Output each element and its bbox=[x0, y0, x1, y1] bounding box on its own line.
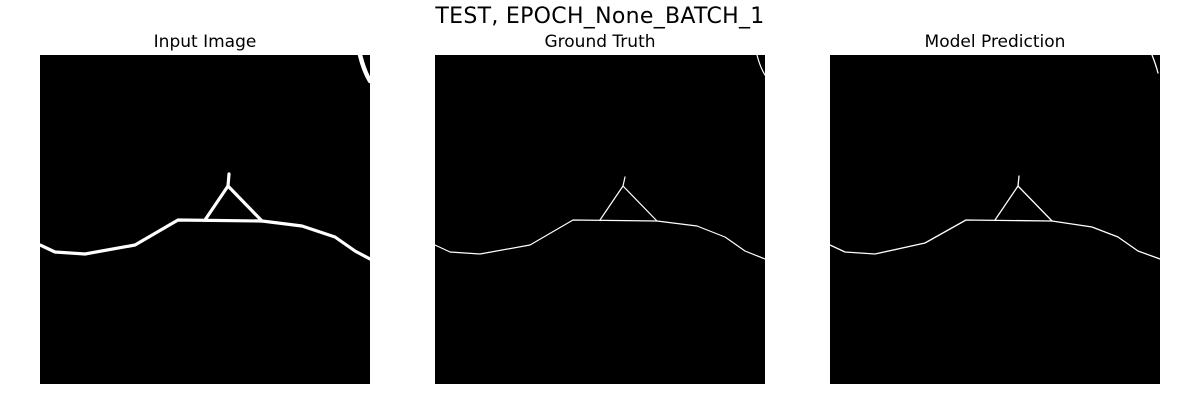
panel-title-ground-truth: Ground Truth bbox=[544, 32, 656, 52]
panel-title-model-prediction: Model Prediction bbox=[924, 32, 1066, 52]
edge-triangle-left bbox=[599, 185, 624, 221]
input-image bbox=[40, 55, 370, 384]
edge-triangle-right bbox=[1017, 185, 1053, 222]
edge-spur bbox=[622, 176, 626, 187]
edge-triangle-right bbox=[622, 185, 658, 222]
edge-corner-curve bbox=[756, 55, 765, 76]
edge-main-curve bbox=[830, 219, 1160, 260]
ground-truth-image bbox=[435, 55, 765, 384]
edge-main-curve bbox=[435, 219, 765, 260]
panel-model-prediction: Model Prediction bbox=[830, 29, 1160, 384]
edge-corner-curve bbox=[1151, 55, 1159, 74]
panel-title-input-image: Input Image bbox=[153, 32, 257, 52]
panel-ground-truth: Ground Truth bbox=[435, 29, 765, 384]
edge-triangle-right bbox=[226, 184, 264, 223]
edge-main-curve bbox=[40, 218, 370, 261]
panel-input-image: Input Image bbox=[40, 29, 370, 384]
model-prediction-image bbox=[830, 55, 1160, 384]
edge-spur bbox=[1017, 175, 1020, 187]
figure-title: TEST, EPOCH_None_BATCH_1 bbox=[435, 4, 765, 29]
edge-triangle-left bbox=[203, 184, 230, 222]
edge-spur bbox=[226, 172, 231, 188]
edge-corner-curve bbox=[357, 55, 370, 84]
edge-triangle-left bbox=[994, 185, 1019, 221]
